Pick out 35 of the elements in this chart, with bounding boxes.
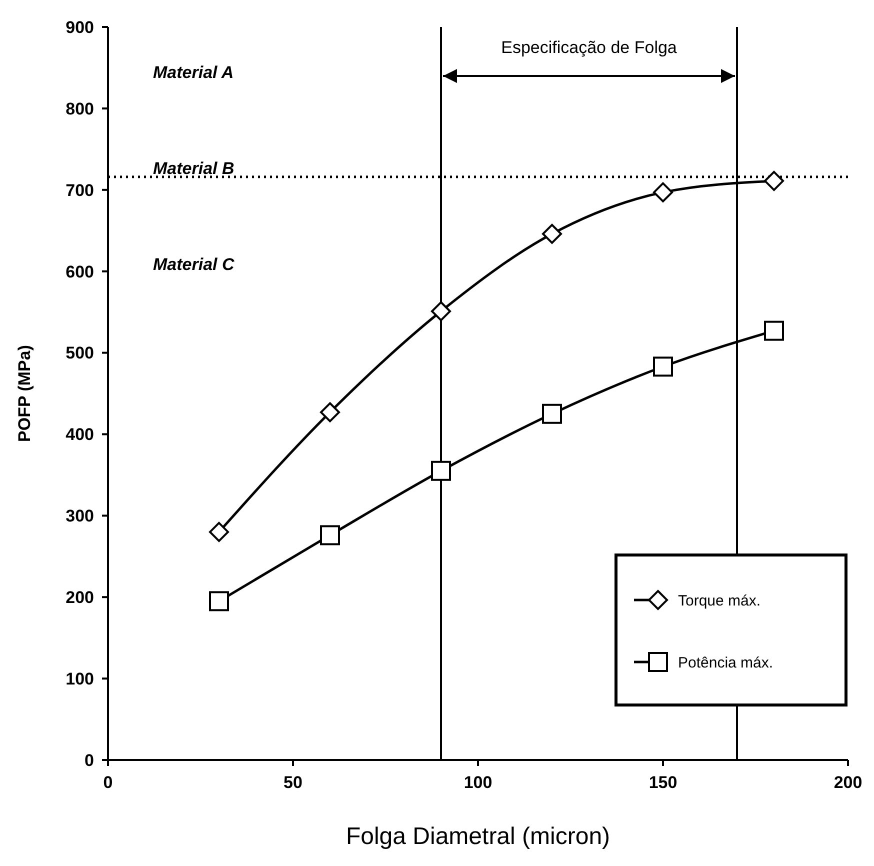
point — [209, 522, 229, 542]
point — [764, 170, 784, 191]
y-tick-label: 300 — [66, 506, 94, 526]
point — [320, 402, 340, 422]
legend-label: Potência máx. — [678, 654, 774, 672]
x-tick-label: 200 — [834, 773, 862, 792]
x-tick-label: 150 — [648, 773, 678, 792]
point — [542, 404, 562, 424]
point — [431, 460, 451, 481]
y-tick-label: 700 — [66, 180, 94, 200]
y-tick-label: 100 — [66, 670, 94, 689]
point — [653, 182, 673, 202]
x-tick-label: 50 — [284, 773, 302, 792]
x-tick-label: 0 — [103, 773, 113, 792]
x-axis-title: Folga Diametral (micron) — [346, 823, 610, 850]
annotation: Especificação de Folga — [501, 38, 678, 57]
point — [431, 301, 451, 322]
annotation: Material A — [153, 62, 234, 82]
annotation: Material B — [153, 158, 234, 178]
annotation: Material C — [153, 254, 235, 274]
y-tick-label: 400 — [66, 425, 94, 444]
point — [320, 525, 340, 546]
y-tick-label: 800 — [66, 99, 94, 118]
legend-label: Torque máx. — [678, 592, 761, 610]
y-tick-label: 900 — [66, 18, 94, 37]
point — [653, 356, 673, 377]
y-tick-label: 200 — [66, 588, 94, 608]
x-tick-label: 100 — [464, 773, 492, 792]
y-tick-label: 500 — [66, 344, 94, 363]
y-axis-title: POFP (MPa) — [15, 345, 34, 442]
point — [209, 591, 229, 612]
y-tick-label: 600 — [66, 262, 94, 282]
point — [542, 224, 562, 244]
point — [764, 320, 784, 341]
y-tick-label: 0 — [84, 750, 94, 770]
